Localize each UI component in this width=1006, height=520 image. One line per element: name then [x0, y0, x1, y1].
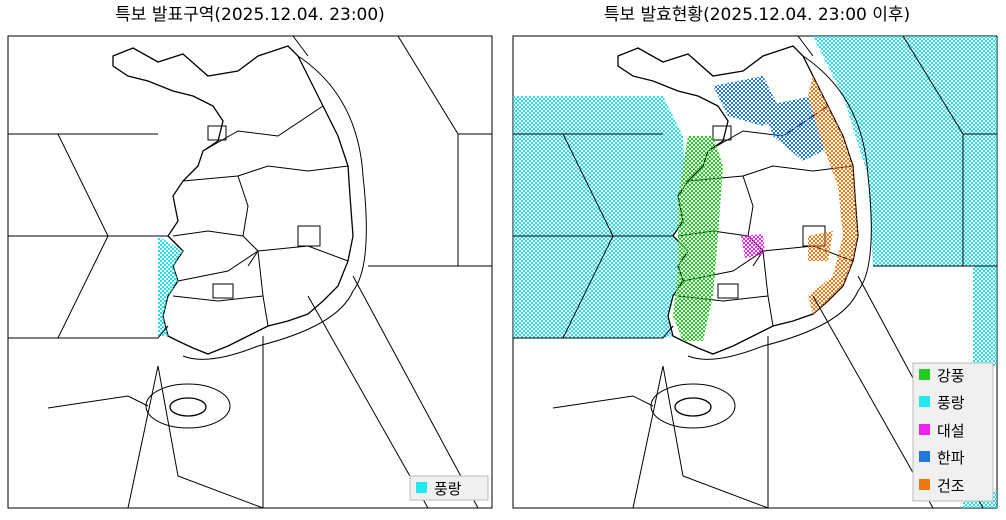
legend: 풍랑 [409, 475, 489, 501]
legend-label: 풍랑 [937, 394, 965, 412]
panel-title: 특보 발효현황(2025.12.04. 23:00 이후) [604, 5, 910, 25]
panel-title: 특보 발표구역(2025.12.04. 23:00) [115, 5, 385, 25]
legend-label: 건조 [937, 477, 965, 495]
legend-label: 한파 [937, 449, 965, 467]
map [7, 35, 493, 509]
legend-label: 대설 [937, 422, 965, 440]
legend: 강풍 풍랑 대설 한파 건조 [912, 362, 994, 502]
legend-label: 풍랑 [434, 480, 462, 498]
legend-label: 강풍 [937, 367, 965, 385]
map [512, 35, 998, 509]
